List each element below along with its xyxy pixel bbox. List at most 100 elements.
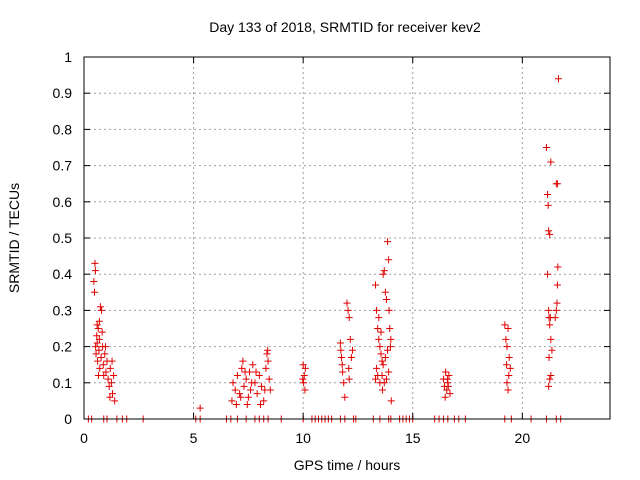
y-tick-label: 0.8 bbox=[53, 121, 73, 137]
data-point bbox=[503, 361, 511, 369]
data-point bbox=[236, 390, 244, 398]
data-point bbox=[377, 350, 385, 358]
data-point bbox=[241, 368, 249, 376]
data-point bbox=[382, 296, 390, 304]
data-point bbox=[371, 281, 379, 289]
data-point bbox=[91, 288, 99, 296]
data-point bbox=[386, 325, 394, 332]
data-point bbox=[232, 401, 240, 409]
data-point bbox=[387, 397, 395, 405]
data-point bbox=[91, 267, 99, 275]
data-point bbox=[260, 397, 268, 405]
data-point bbox=[385, 306, 393, 314]
data-point bbox=[444, 382, 452, 390]
data-point bbox=[92, 350, 100, 358]
data-point bbox=[544, 191, 552, 199]
y-axis-label: SRMTID / TECUs bbox=[6, 183, 22, 293]
data-point bbox=[238, 364, 246, 372]
data-point bbox=[262, 364, 270, 372]
data-point bbox=[108, 357, 116, 365]
data-point bbox=[503, 379, 511, 387]
data-point bbox=[258, 382, 266, 390]
y-tick-label: 0.2 bbox=[53, 339, 73, 355]
data-point bbox=[110, 372, 118, 380]
data-point bbox=[341, 393, 349, 401]
data-point bbox=[299, 375, 307, 383]
data-point bbox=[553, 180, 561, 188]
data-point bbox=[345, 375, 353, 383]
y-tick-label: 1 bbox=[64, 49, 72, 65]
data-point bbox=[441, 393, 449, 401]
data-point bbox=[382, 375, 390, 383]
data-point bbox=[249, 361, 257, 369]
data-point bbox=[239, 357, 247, 365]
data-point bbox=[504, 325, 512, 332]
data-points bbox=[84, 75, 565, 423]
grid-lines bbox=[84, 57, 610, 419]
data-point bbox=[105, 382, 113, 390]
x-tick-label: 0 bbox=[80, 430, 88, 446]
data-point bbox=[240, 382, 248, 390]
data-point bbox=[377, 328, 385, 336]
data-point bbox=[99, 361, 107, 369]
data-point bbox=[265, 375, 273, 383]
data-point bbox=[386, 343, 394, 351]
y-tick-label: 0.9 bbox=[53, 85, 73, 101]
data-point bbox=[503, 343, 511, 351]
data-point bbox=[547, 372, 555, 380]
data-point bbox=[347, 353, 355, 361]
data-point bbox=[380, 379, 388, 387]
data-point bbox=[338, 353, 346, 361]
data-point bbox=[95, 335, 103, 343]
data-point bbox=[379, 386, 387, 394]
data-point bbox=[92, 343, 100, 351]
data-point bbox=[97, 353, 105, 361]
plot-frame bbox=[83, 56, 611, 420]
data-point bbox=[253, 390, 261, 398]
data-point bbox=[554, 263, 562, 271]
data-point bbox=[237, 393, 245, 401]
data-point bbox=[263, 350, 271, 358]
data-point bbox=[443, 375, 451, 383]
data-point bbox=[544, 201, 552, 209]
data-point bbox=[95, 346, 103, 354]
y-tick-label: 0.1 bbox=[53, 375, 73, 391]
data-point bbox=[375, 335, 383, 343]
data-point bbox=[375, 314, 383, 322]
data-point bbox=[379, 361, 387, 369]
data-point bbox=[95, 317, 103, 325]
data-point bbox=[505, 372, 513, 380]
data-point bbox=[339, 368, 347, 376]
data-point bbox=[379, 270, 387, 278]
data-point bbox=[264, 357, 272, 365]
data-point bbox=[94, 372, 102, 380]
data-point bbox=[229, 379, 237, 387]
data-point bbox=[106, 393, 114, 401]
data-point bbox=[231, 386, 239, 394]
y-tick-label: 0.6 bbox=[53, 194, 73, 210]
data-point bbox=[545, 227, 553, 235]
data-point bbox=[94, 357, 102, 365]
data-point bbox=[98, 306, 106, 314]
data-point bbox=[546, 321, 554, 329]
data-point bbox=[301, 386, 309, 394]
data-point bbox=[384, 238, 392, 246]
y-tick-label: 0.5 bbox=[53, 230, 73, 246]
x-tick-label: 20 bbox=[515, 430, 531, 446]
data-point bbox=[387, 335, 395, 343]
data-point bbox=[546, 314, 554, 322]
y-tick-label: 0.4 bbox=[53, 266, 73, 282]
data-point bbox=[385, 256, 393, 264]
data-point bbox=[346, 335, 354, 343]
data-point bbox=[300, 379, 308, 387]
data-point bbox=[104, 375, 112, 383]
data-point bbox=[252, 368, 260, 376]
data-point bbox=[502, 335, 510, 343]
data-point bbox=[340, 379, 348, 387]
data-point bbox=[102, 368, 110, 376]
data-point bbox=[373, 306, 381, 314]
data-point bbox=[544, 270, 552, 278]
data-point bbox=[546, 375, 554, 383]
data-point bbox=[261, 386, 269, 394]
